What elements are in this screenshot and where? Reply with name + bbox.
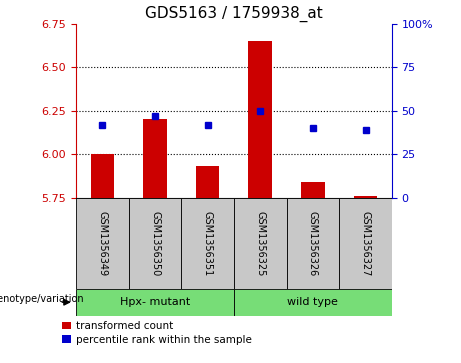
Text: genotype/variation: genotype/variation <box>0 294 84 305</box>
Title: GDS5163 / 1759938_at: GDS5163 / 1759938_at <box>145 6 323 22</box>
Text: wild type: wild type <box>288 297 338 307</box>
Bar <box>76 289 234 316</box>
Bar <box>339 198 392 289</box>
Legend: transformed count, percentile rank within the sample: transformed count, percentile rank withi… <box>62 321 252 344</box>
Text: GSM1356327: GSM1356327 <box>361 211 371 276</box>
Text: GSM1356349: GSM1356349 <box>97 211 107 276</box>
Bar <box>234 289 392 316</box>
Bar <box>287 198 339 289</box>
Bar <box>129 198 181 289</box>
Text: GSM1356326: GSM1356326 <box>308 211 318 276</box>
Text: Hpx- mutant: Hpx- mutant <box>120 297 190 307</box>
Bar <box>354 196 378 198</box>
Bar <box>76 198 129 289</box>
Text: GSM1356350: GSM1356350 <box>150 211 160 276</box>
Text: GSM1356351: GSM1356351 <box>203 211 213 276</box>
Bar <box>90 154 114 198</box>
Bar <box>181 198 234 289</box>
Bar <box>143 119 167 198</box>
Text: GSM1356325: GSM1356325 <box>255 211 265 276</box>
Bar <box>248 41 272 198</box>
Bar <box>196 167 219 198</box>
Bar <box>234 198 287 289</box>
Bar <box>301 182 325 198</box>
